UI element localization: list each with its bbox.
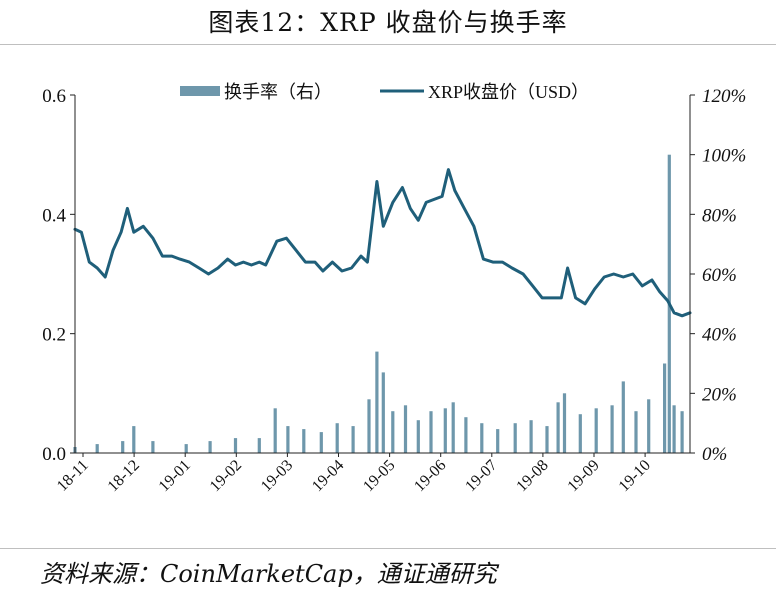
- turnover-bar: [391, 411, 395, 453]
- left-tick-label: 0.0: [42, 444, 66, 465]
- legend-label-price: XRP收盘价（USD）: [428, 82, 589, 102]
- turnover-bar: [451, 402, 455, 453]
- x-tick-label: 19-01: [156, 457, 194, 495]
- turnover-bar: [496, 429, 500, 453]
- left-tick-label: 0.6: [42, 86, 66, 107]
- x-tick-label: 19-08: [513, 457, 551, 495]
- turnover-bar: [233, 438, 238, 453]
- turnover-bar: [121, 441, 125, 453]
- turnover-bar: [257, 438, 261, 453]
- turnover-bar: [375, 351, 379, 453]
- x-tick-label: 19-04: [309, 457, 347, 495]
- title-divider: [0, 44, 776, 45]
- turnover-bar: [562, 393, 567, 453]
- turnover-bar: [286, 426, 290, 453]
- legend-swatch-turnover: [180, 86, 220, 96]
- legend: 换手率（右） XRP收盘价（USD）: [180, 82, 589, 102]
- turnover-bar: [184, 444, 188, 453]
- turnover-bar: [545, 426, 549, 453]
- turnover-bar: [132, 426, 136, 453]
- right-tick-label: 120%: [702, 86, 746, 107]
- x-tick-label: 19-06: [411, 457, 449, 495]
- left-tick-label: 0.2: [42, 325, 66, 346]
- right-tick-label: 100%: [702, 146, 746, 167]
- turnover-bar: [335, 423, 339, 453]
- turnover-bar: [429, 411, 433, 453]
- price-line-layer: [73, 168, 692, 318]
- right-tick-label: 20%: [702, 384, 737, 405]
- x-tick-label: 19-05: [360, 457, 398, 495]
- price-line: [73, 168, 692, 318]
- turnover-bar: [621, 381, 625, 453]
- turnover-bar: [381, 372, 385, 453]
- turnover-bar: [610, 405, 614, 453]
- turnover-bar: [680, 411, 684, 453]
- turnover-bar: [672, 405, 676, 453]
- turnover-bar: [273, 408, 277, 454]
- turnover-bar: [367, 399, 371, 453]
- turnover-bar: [513, 423, 517, 453]
- x-tick-label: 19-02: [207, 457, 245, 495]
- turnover-bar: [443, 408, 447, 454]
- x-tick-label: 19-09: [564, 457, 602, 495]
- turnover-bar: [151, 441, 155, 453]
- source-note: 资料来源：CoinMarketCap，通证通研究: [40, 560, 497, 588]
- x-tick-label: 19-03: [258, 457, 296, 495]
- turnover-bar: [556, 402, 560, 453]
- turnover-bar: [529, 420, 533, 453]
- turnover-bar: [302, 429, 306, 453]
- turnover-bar: [319, 432, 323, 453]
- chart-title: 图表12：XRP 收盘价与换手率: [208, 8, 568, 37]
- right-tick-label: 80%: [702, 205, 737, 226]
- turnover-bar: [403, 405, 408, 453]
- right-tick-label: 0%: [702, 444, 727, 465]
- turnover-bar: [578, 414, 582, 453]
- turnover-bar: [480, 423, 484, 453]
- turnover-bar: [416, 420, 420, 453]
- x-tick-label: 18-12: [105, 457, 143, 495]
- right-tick-label: 60%: [702, 265, 737, 286]
- turnover-bar: [647, 399, 651, 453]
- x-tick-label: 19-10: [616, 457, 654, 495]
- legend-label-turnover: 换手率（右）: [224, 82, 332, 102]
- turnover-bar: [634, 411, 638, 453]
- turnover-bar: [594, 408, 598, 454]
- turnover-bar: [208, 441, 212, 453]
- source-divider: [0, 548, 776, 549]
- left-tick-label: 0.4: [42, 205, 66, 226]
- turnover-bar: [351, 426, 355, 453]
- turnover-bar: [464, 417, 468, 453]
- turnover-bar: [663, 363, 667, 453]
- turnover-bar: [95, 444, 99, 453]
- right-tick-label: 40%: [702, 325, 737, 346]
- x-tick-label: 19-07: [462, 457, 500, 495]
